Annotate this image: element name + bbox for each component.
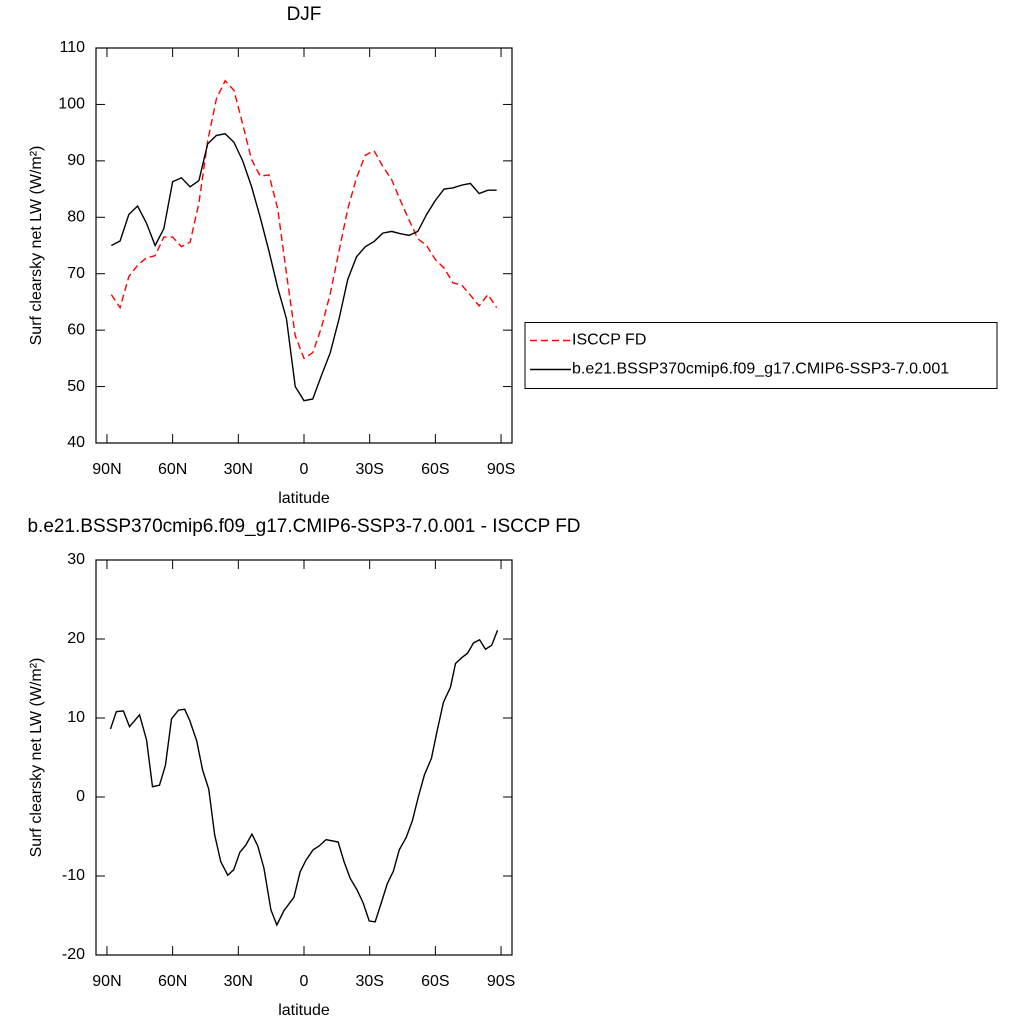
x-tick-label: 30N xyxy=(224,973,253,990)
chart-title: b.e21.BSSP370cmip6.f09_g17.CMIP6-SSP3-7.… xyxy=(27,516,580,537)
x-tick-label: 90N xyxy=(92,461,121,478)
x-tick-label: 0 xyxy=(300,461,309,478)
x-tick-label: 60S xyxy=(421,461,449,478)
y-tick-label: 80 xyxy=(67,209,85,226)
y-tick-label: 40 xyxy=(67,434,85,451)
y-tick-label: 30 xyxy=(67,551,85,568)
x-tick-label: 0 xyxy=(300,973,309,990)
series-line xyxy=(111,133,497,402)
x-axis-label: latitude xyxy=(278,1002,330,1019)
legend-box xyxy=(524,322,998,389)
y-tick-label: 70 xyxy=(67,265,85,282)
y-tick-label: 20 xyxy=(67,630,85,647)
y-tick-label: 90 xyxy=(67,152,85,169)
x-tick-label: 60S xyxy=(421,973,449,990)
x-tick-label: 30N xyxy=(224,461,253,478)
x-tick-label: 60N xyxy=(158,973,187,990)
y-tick-label: -10 xyxy=(62,867,85,884)
chart-title: DJF xyxy=(287,4,322,25)
y-tick-label: -20 xyxy=(62,946,85,963)
legend-label: ISCCP FD xyxy=(572,332,646,349)
x-axis-label: latitude xyxy=(278,490,330,507)
x-tick-label: 30S xyxy=(355,973,383,990)
plot-frame xyxy=(95,47,513,444)
y-tick-label: 0 xyxy=(76,788,85,805)
x-tick-label: 90S xyxy=(487,461,515,478)
x-tick-label: 30S xyxy=(355,461,383,478)
y-axis-label: Surf clearsky net LW (W/m²) xyxy=(28,658,45,858)
series-line xyxy=(109,630,499,927)
y-tick-label: 60 xyxy=(67,321,85,338)
x-tick-label: 90S xyxy=(487,973,515,990)
x-tick-label: 60N xyxy=(158,461,187,478)
y-tick-label: 10 xyxy=(67,709,85,726)
x-tick-label: 90N xyxy=(92,973,121,990)
legend-label: b.e21.BSSP370cmip6.f09_g17.CMIP6-SSP3-7.… xyxy=(572,361,949,378)
y-tick-label: 110 xyxy=(59,39,85,56)
y-tick-label: 50 xyxy=(67,378,85,395)
plot-frame xyxy=(95,559,513,956)
y-axis-label: Surf clearsky net LW (W/m²) xyxy=(28,146,45,346)
series-line xyxy=(110,79,498,360)
y-tick-label: 100 xyxy=(58,96,85,113)
